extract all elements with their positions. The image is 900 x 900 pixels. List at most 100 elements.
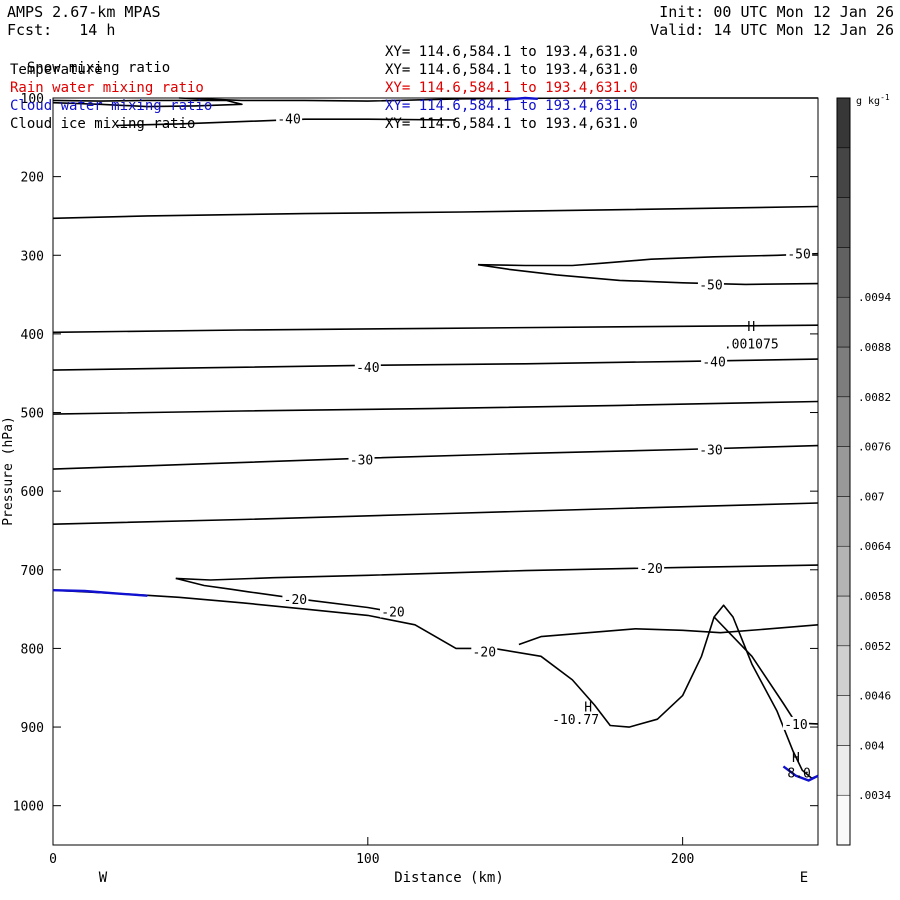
colorbar-bin xyxy=(836,496,851,547)
contour-label: -30 xyxy=(699,443,722,458)
contour-label-bg xyxy=(782,716,809,730)
x-end-label-west: W xyxy=(99,870,108,886)
colorbar-bin xyxy=(836,595,851,647)
extremum-annotation: H xyxy=(747,320,755,335)
legend-cloud-ice: Cloud ice mixing ratio xyxy=(10,116,196,132)
colorbar-unit: g kg-1 xyxy=(856,93,890,107)
colorbar-label: .0076 xyxy=(858,441,891,454)
colorbar-bin xyxy=(836,545,851,597)
colorbar-label: .0058 xyxy=(858,590,891,603)
cloud-water-contour xyxy=(52,589,148,597)
y-tick-label: 200 xyxy=(21,171,44,186)
contour-label: -30 xyxy=(350,454,373,469)
contour-label: -10 xyxy=(784,718,807,733)
legend-cloud-water-xy: XY= 114.6,584.1 to 193.4,631.0 xyxy=(385,98,638,114)
colorbar-frame xyxy=(836,97,851,846)
y-tick-label: 800 xyxy=(21,642,44,657)
contour-label-bg xyxy=(638,561,665,575)
plot-frame xyxy=(52,97,819,846)
y-tick-label: 900 xyxy=(21,721,44,736)
contour-label-bg xyxy=(354,359,381,373)
extremum-annotation: H xyxy=(584,701,592,716)
y-tick-label: 100 xyxy=(21,92,44,107)
x-axis-label: Distance (km) xyxy=(394,870,504,886)
header-init-time: Init: 00 UTC Mon 12 Jan 26 xyxy=(659,3,894,21)
temperature-contour xyxy=(477,263,819,286)
colorbar-label: .004 xyxy=(858,739,885,752)
x-tick-label: 0 xyxy=(49,852,57,867)
colorbar-bin xyxy=(836,197,851,248)
colorbar-bin xyxy=(836,745,851,796)
header-title: AMPS 2.67-km MPAS xyxy=(7,3,161,21)
x-tick-label: 200 xyxy=(671,852,694,867)
colorbar-bin xyxy=(836,346,851,398)
contour-label-bg xyxy=(380,604,406,618)
contour-label: -20 xyxy=(381,605,404,620)
temperature-contour xyxy=(477,252,819,267)
contour-label: -50 xyxy=(787,248,810,263)
cloud-water-contour xyxy=(782,765,819,782)
extremum-annotation: -10.77 xyxy=(552,713,599,728)
colorbar-unit-exponent: -1 xyxy=(880,93,890,102)
temperature-contour xyxy=(52,589,819,779)
x-end-label-east: E xyxy=(800,870,808,886)
contour-label-bg xyxy=(348,452,375,466)
temperature-contour xyxy=(178,97,818,102)
contour-label-bg xyxy=(282,591,309,605)
contour-label-bg xyxy=(276,111,303,125)
temperature-contour xyxy=(518,624,819,646)
colorbar-label: .0064 xyxy=(858,540,891,553)
contour-label-bg xyxy=(697,277,724,291)
plot-area: 100 200 300 400 500 600 700 800 900 1000 0 100 200 W E… xyxy=(1,92,819,886)
temperature-contour xyxy=(713,616,819,725)
colorbar-bin xyxy=(836,296,851,348)
y-tick-label: 400 xyxy=(21,328,44,343)
legend-snow-xy: XY= 114.6,584.1 to 193.4,631.0 xyxy=(385,44,638,60)
y-axis-label: Pressure (hPa) xyxy=(1,416,16,526)
header-forecast-hour: Fcst: 14 h xyxy=(7,21,116,39)
contour-label-bg xyxy=(697,442,724,456)
contour-label: -20 xyxy=(639,562,662,577)
legend-temperature-xy: XY= 114.6,584.1 to 193.4,631.0 xyxy=(385,62,638,78)
colorbar-label: .0094 xyxy=(858,291,891,304)
contour-label: -40 xyxy=(702,355,725,370)
colorbar: .0034 .004 .0046 .0052 .0058 .0064 .007 .0076 .0… xyxy=(836,93,891,846)
contour-label: -40 xyxy=(277,112,300,127)
extremum-annotation: H xyxy=(792,751,800,766)
legend-rain-xy: XY= 114.6,584.1 to 193.4,631.0 xyxy=(385,80,638,96)
y-tick-label: 300 xyxy=(21,249,44,264)
legend-snow-name: Snow mixing ratio xyxy=(26,60,171,76)
colorbar-bin xyxy=(836,97,851,149)
contour-label-bg xyxy=(786,246,813,260)
colorbar-bin xyxy=(836,396,851,447)
header-valid-time: Valid: 14 UTC Mon 12 Jan 26 xyxy=(650,21,894,39)
colorbar-bin xyxy=(836,794,851,846)
colorbar-label: .0046 xyxy=(858,690,891,703)
temperature-contour xyxy=(175,564,819,581)
colorbar-bin xyxy=(836,247,851,298)
colorbar-label: .0034 xyxy=(858,789,891,802)
colorbar-label: .0052 xyxy=(858,640,891,653)
legend-rain: Rain water mixing ratio xyxy=(10,80,204,96)
x-tick-label: 100 xyxy=(356,852,379,867)
temperature-contour xyxy=(52,324,819,334)
legend-cloud-water: Cloud water mixing ratio xyxy=(10,98,213,114)
contour-label: -20 xyxy=(473,646,496,661)
temperature-contour xyxy=(115,118,457,127)
colorbar-label: .0082 xyxy=(858,391,891,404)
colorbar-label: .0088 xyxy=(858,341,891,354)
cloud-water-contour xyxy=(506,96,538,101)
colorbar-bin xyxy=(836,695,851,746)
temperature-contour xyxy=(52,205,819,220)
contour-label: -20 xyxy=(284,593,307,608)
colorbar-bin xyxy=(836,147,851,198)
extremum-annotation: .001075 xyxy=(724,337,779,352)
y-tick-label: 500 xyxy=(21,407,44,422)
y-tick-label: 700 xyxy=(21,564,44,579)
colorbar-bin xyxy=(836,645,851,696)
contour-label-bg xyxy=(701,354,728,368)
colorbar-label: .007 xyxy=(858,490,885,503)
contour-label: -50 xyxy=(699,278,722,293)
temperature-contour xyxy=(175,577,400,614)
colorbar-bin xyxy=(836,446,851,497)
